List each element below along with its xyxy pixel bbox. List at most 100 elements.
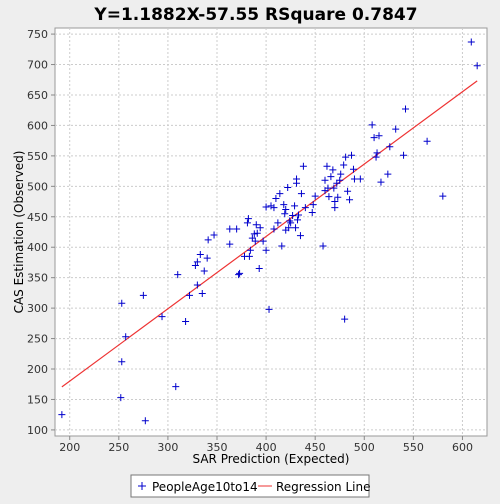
data-point [203, 254, 211, 262]
data-point [350, 175, 358, 183]
y-tick-label: 100 [27, 424, 48, 437]
data-point [286, 217, 294, 225]
data-point [287, 219, 295, 227]
data-point [372, 153, 380, 161]
x-tick-label: 250 [108, 441, 129, 454]
data-point [400, 151, 408, 159]
data-point [294, 216, 302, 224]
data-point [368, 121, 376, 129]
y-tick-label: 750 [27, 28, 48, 41]
data-point [319, 242, 327, 250]
x-axis-label: SAR Prediction (Expected) [193, 452, 350, 466]
data-point [204, 236, 212, 244]
data-point [323, 162, 331, 170]
data-point [311, 192, 319, 200]
data-point [280, 201, 288, 209]
data-point [244, 215, 252, 223]
data-point [276, 190, 284, 198]
y-tick-label: 550 [27, 150, 48, 163]
data-point [341, 315, 349, 323]
data-point [210, 231, 218, 239]
data-point [262, 246, 270, 254]
data-point [301, 204, 309, 212]
data-point [270, 225, 278, 233]
data-point [186, 291, 194, 299]
data-point [331, 204, 339, 212]
data-point [329, 166, 337, 174]
data-point [172, 383, 180, 391]
y-tick-label: 700 [27, 59, 48, 72]
y-tick-label: 400 [27, 241, 48, 254]
data-point [262, 203, 270, 211]
legend-label-line: Regression Line [276, 480, 370, 494]
data-point [236, 269, 244, 277]
data-point [293, 175, 301, 183]
y-tick-label: 500 [27, 180, 48, 193]
data-point [336, 176, 344, 184]
regression-line [61, 80, 478, 388]
grid-lines [55, 28, 487, 436]
data-point [309, 201, 317, 209]
data-point [198, 290, 206, 298]
data-point [278, 242, 286, 250]
data-point [182, 318, 190, 326]
data-point [356, 175, 364, 183]
data-point [253, 229, 261, 237]
data-point [122, 333, 130, 341]
data-point [267, 202, 275, 210]
data-point [386, 143, 394, 151]
data-point [473, 62, 481, 70]
data-point [292, 224, 300, 232]
x-tick-label: 550 [403, 441, 424, 454]
data-point [346, 196, 354, 204]
data-point [334, 193, 342, 201]
data-point [226, 225, 234, 233]
legend-marker-points [138, 482, 146, 490]
data-point [342, 153, 350, 161]
data-point [348, 151, 356, 159]
y-tick-label: 150 [27, 393, 48, 406]
y-tick-label: 650 [27, 89, 48, 102]
data-point [324, 184, 332, 192]
data-point [141, 417, 149, 425]
data-point [375, 132, 383, 140]
data-point [193, 258, 201, 266]
data-point [344, 187, 352, 195]
y-tick-label: 250 [27, 333, 48, 346]
data-point [439, 192, 447, 200]
data-point [259, 237, 267, 245]
data-point [337, 170, 345, 178]
data-point [467, 38, 475, 46]
data-point [331, 198, 339, 206]
data-point [200, 267, 208, 275]
data-point [282, 205, 290, 213]
data-point [226, 240, 234, 248]
data-point [243, 219, 251, 227]
data-point [118, 358, 126, 366]
data-point [270, 204, 278, 212]
data-point [117, 394, 125, 402]
data-point [272, 195, 280, 203]
data-point [274, 219, 282, 227]
data-point [248, 234, 256, 242]
data-point [294, 211, 302, 219]
data-point [299, 162, 307, 170]
data-point [191, 261, 199, 269]
y-tick-label: 600 [27, 119, 48, 132]
data-point [233, 225, 241, 233]
data-point [252, 221, 260, 229]
data-point [118, 299, 126, 307]
data-point [373, 149, 381, 157]
data-point [291, 202, 299, 210]
data-point [255, 265, 263, 273]
data-point [158, 313, 166, 321]
data-point [333, 179, 341, 187]
data-point [325, 193, 333, 201]
data-point [297, 190, 305, 198]
data-point [384, 170, 392, 178]
data-point [392, 125, 400, 133]
data-point [265, 305, 273, 313]
y-axis-label: CAS Estimation (Observed) [12, 151, 26, 314]
